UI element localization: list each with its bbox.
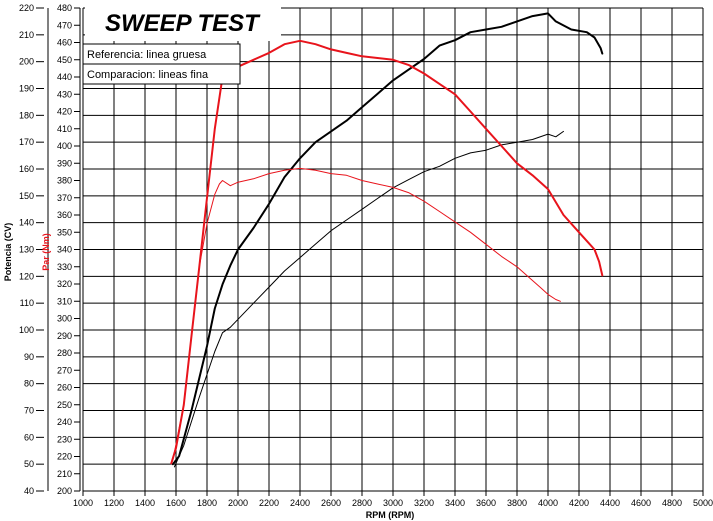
right-axis-tick-label: 210: [57, 469, 72, 479]
left-axis-tick-label: 40: [24, 486, 34, 496]
right-axis-tick-label: 280: [57, 348, 72, 358]
left-axis-tick-label: 60: [24, 432, 34, 442]
left-axis-tick-label: 210: [19, 30, 34, 40]
right-axis-tick-label: 230: [57, 434, 72, 444]
right-axis-tick-label: 480: [57, 3, 72, 13]
right-axis-tick-label: 370: [57, 193, 72, 203]
left-axis-tick-label: 170: [19, 137, 34, 147]
right-axis-tick-label: 310: [57, 296, 72, 306]
x-axis-tick-label: 2800: [352, 498, 372, 508]
legend-entry-comparison: Comparacion: lineas fina: [87, 69, 209, 81]
left-axis-tick-label: 190: [19, 84, 34, 94]
right-axis-tick-label: 430: [57, 89, 72, 99]
right-axis-tick-label: 340: [57, 245, 72, 255]
right-axis-tick-label: 380: [57, 176, 72, 186]
x-axis-tick-label: 4400: [600, 498, 620, 508]
x-axis-tick-label: 4200: [569, 498, 589, 508]
right-axis-tick-label: 260: [57, 383, 72, 393]
x-axis-tick-label: 1200: [104, 498, 124, 508]
right-axis-tick-label: 450: [57, 55, 72, 65]
right-axis-tick-label: 400: [57, 141, 72, 151]
right-axis-tick-label: 300: [57, 314, 72, 324]
x-axis-tick-label: 3000: [383, 498, 403, 508]
x-axis-tick-label: 2400: [290, 498, 310, 508]
left-axis-tick-label: 120: [19, 271, 34, 281]
right-axis-tick-label: 460: [57, 38, 72, 48]
left-axis-tick-label: 110: [20, 298, 34, 308]
title-box: SWEEP TEST: [85, 5, 281, 41]
left-axis-tick-label: 50: [24, 459, 34, 469]
left-axis-tick-label: 200: [19, 57, 34, 67]
right-axis-tick-label: 240: [57, 417, 72, 427]
left-axis-tick-label: 160: [19, 164, 34, 174]
left-axis: 40 50 60 70 80 90 100 110 120 130 140 150 160 170 180 1…: [19, 3, 49, 496]
right-axis-tick-label: 220: [57, 452, 72, 462]
left-axis-tick-label: 220: [19, 3, 34, 13]
x-axis-tick-label: 4600: [631, 498, 651, 508]
y-axis-title-right: Par (Nm): [41, 233, 51, 271]
right-axis-tick-label: 420: [57, 107, 72, 117]
series-line-power-comparison: [173, 130, 564, 468]
legend: Referencia: linea gruesa Comparacion: li…: [82, 43, 241, 85]
left-axis-tick-label: 180: [19, 110, 34, 120]
series-line-power-reference: [171, 12, 604, 466]
legend-entry-reference: Referencia: linea gruesa: [87, 49, 207, 61]
x-axis-tick-label: 5000: [693, 498, 713, 508]
x-axis-tick-label: 3200: [414, 498, 434, 508]
right-axis-tick-label: 270: [57, 365, 72, 375]
x-axis-tick-label: 3400: [445, 498, 465, 508]
right-axis: 200 210 220 230 240 250 260 270 280 290 300 310 320 3…: [57, 3, 81, 496]
y-axis-title-left: Potencia (CV): [3, 223, 13, 282]
x-axis-tick-label: 1000: [73, 498, 93, 508]
right-axis-tick-label: 200: [57, 486, 72, 496]
legend-box-2: [82, 63, 241, 85]
right-axis-tick-label: 440: [57, 72, 72, 82]
x-axis-tick-label: 4000: [538, 498, 558, 508]
left-axis-tick-label: 150: [19, 191, 34, 201]
x-axis-tick-label: 2000: [228, 498, 248, 508]
right-axis-tick-label: 390: [57, 158, 72, 168]
x-axis-tick-label: 2600: [321, 498, 341, 508]
right-axis-tick-label: 410: [57, 124, 72, 134]
x-axis-tick-label: 2200: [259, 498, 279, 508]
x-axis-tick-label: 3600: [476, 498, 496, 508]
x-axis-tick-label: 1600: [166, 498, 186, 508]
right-axis-tick-label: 470: [57, 20, 72, 30]
right-axis-tick-label: 320: [57, 279, 72, 289]
left-axis-tick-label: 90: [24, 352, 34, 362]
left-axis-tick-label: 140: [19, 218, 34, 228]
x-axis-tick-label: 1400: [135, 498, 155, 508]
left-axis-tick-label: 80: [24, 379, 34, 389]
series-line-torque-reference: [170, 39, 604, 465]
left-axis-tick-label: 70: [24, 406, 34, 416]
series-line-torque-comparison: [172, 167, 561, 461]
right-axis-tick-label: 350: [57, 227, 72, 237]
right-axis-tick-label: 360: [57, 210, 72, 220]
x-axis-title: RPM (RPM): [366, 510, 415, 520]
x-axis-tick-label: 1800: [197, 498, 217, 508]
right-axis-tick-label: 290: [57, 331, 72, 341]
series-layer: [170, 12, 604, 468]
x-axis: 1000 1200 1400 1600 1800 2000 2200 2400 2600 2800…: [73, 490, 713, 508]
right-axis-tick-label: 250: [57, 400, 72, 410]
right-axis-tick-label: 330: [57, 262, 72, 272]
left-axis-tick-label: 130: [19, 245, 34, 255]
chart-title: SWEEP TEST: [105, 10, 261, 37]
left-axis-tick-label: 100: [19, 325, 34, 335]
x-axis-tick-label: 3800: [507, 498, 527, 508]
x-axis-tick-label: 4800: [662, 498, 682, 508]
